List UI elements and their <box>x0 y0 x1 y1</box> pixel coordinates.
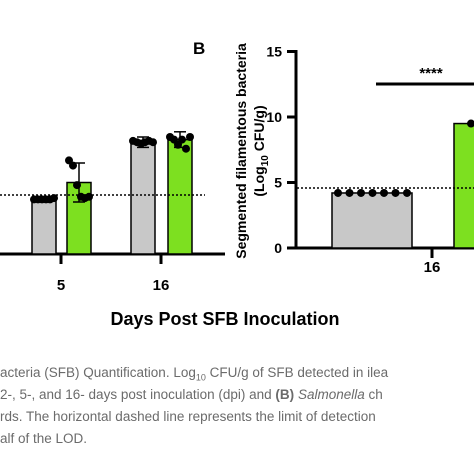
panel-a-point-16-s2-6 <box>186 133 194 141</box>
panel-a-bar-16-s2 <box>167 138 193 255</box>
caption-line-2-c: ch <box>364 387 383 402</box>
panel-a: 5 16 Days Post SFB Inoculation <box>0 131 340 329</box>
panel-b-point-16-s1-2 <box>345 188 354 197</box>
figure-caption: acteria (SFB) Quantification. Log10 CFU/… <box>0 362 474 450</box>
caption-line-1-a: acteria (SFB) Quantification. Log <box>0 365 196 380</box>
caption-line-1-sub: 10 <box>195 372 206 383</box>
panel-a-tick-label-16: 16 <box>153 277 170 294</box>
panel-b-point-16-s1-4 <box>368 188 377 197</box>
panel-a-bar-5-s1 <box>31 198 57 255</box>
panel-a-point-16-s2-4 <box>178 135 186 144</box>
panel-b-y-axis-title-sub: 10 <box>260 155 271 167</box>
panel-b-y-axis-title-log: (Log <box>251 166 267 196</box>
panel-b-bar-16-s2 <box>453 122 474 249</box>
panel-a-bar-16-s1 <box>130 141 156 255</box>
panel-a-point-16-s2-5 <box>182 144 190 153</box>
caption-line-2-bold: (B) <box>275 387 295 402</box>
panel-a-x-axis-title: Days Post SFB Inoculation <box>110 309 339 329</box>
panel-b-ytick-label-15: 15 <box>266 44 282 60</box>
panel-a-point-5-s2-6 <box>85 192 93 201</box>
panel-b-ytick-label-10: 10 <box>266 109 282 125</box>
panel-b-y-axis-title-unit: CFU/g) <box>251 105 267 155</box>
panel-b-y-axis-title-line2: (Log10 CFU/g) <box>251 105 271 196</box>
panel-a-point-5-s2-2 <box>69 161 77 170</box>
panel-b-point-16-s1-3 <box>357 188 365 197</box>
panel-b: B Segmented filamentous bacteria (Log10 … <box>193 39 474 276</box>
panel-b-point-16-s2-1 <box>467 119 474 128</box>
panel-b-point-16-s1-7 <box>403 188 411 197</box>
panel-a-point-5-s1-6 <box>50 194 58 203</box>
caption-line-4: alf of the LOD. <box>0 431 88 446</box>
caption-line-2: 2-, 5-, and 16- days post inoculation (d… <box>0 384 474 406</box>
panel-b-ytick-label-5: 5 <box>274 175 282 191</box>
panel-a-point-5-s2-3 <box>73 181 81 190</box>
panel-a-tick-label-5: 5 <box>57 277 65 294</box>
panel-b-label: B <box>193 39 205 58</box>
panel-b-point-16-s1-1 <box>334 188 342 197</box>
caption-line-2-italic: Salmonella <box>297 387 365 402</box>
panel-b-point-16-s1-6 <box>391 188 400 197</box>
panel-b-tick-label-16: 16 <box>424 259 441 276</box>
caption-line-3: rds. The horizontal dashed line represen… <box>0 409 376 424</box>
caption-line-1: acteria (SFB) Quantification. Log10 CFU/… <box>0 362 474 384</box>
figure: 5 16 Days Post SFB Inoculation B Segment… <box>0 39 474 329</box>
caption-line-1-b: CFU/g of SFB detected in ilea <box>205 365 389 380</box>
panel-b-significance-label: **** <box>419 65 443 82</box>
panel-b-point-16-s1-5 <box>380 188 388 197</box>
panel-a-point-16-s1-6 <box>149 138 157 147</box>
panel-b-ytick-label-0: 0 <box>274 240 282 256</box>
panel-b-y-axis-title-line1-text: Segmented filamentous bacteria <box>233 43 249 259</box>
panel-b-bar-16-s1 <box>331 192 413 249</box>
caption-line-2-a: 2-, 5-, and 16- days post inoculation (d… <box>0 387 276 402</box>
